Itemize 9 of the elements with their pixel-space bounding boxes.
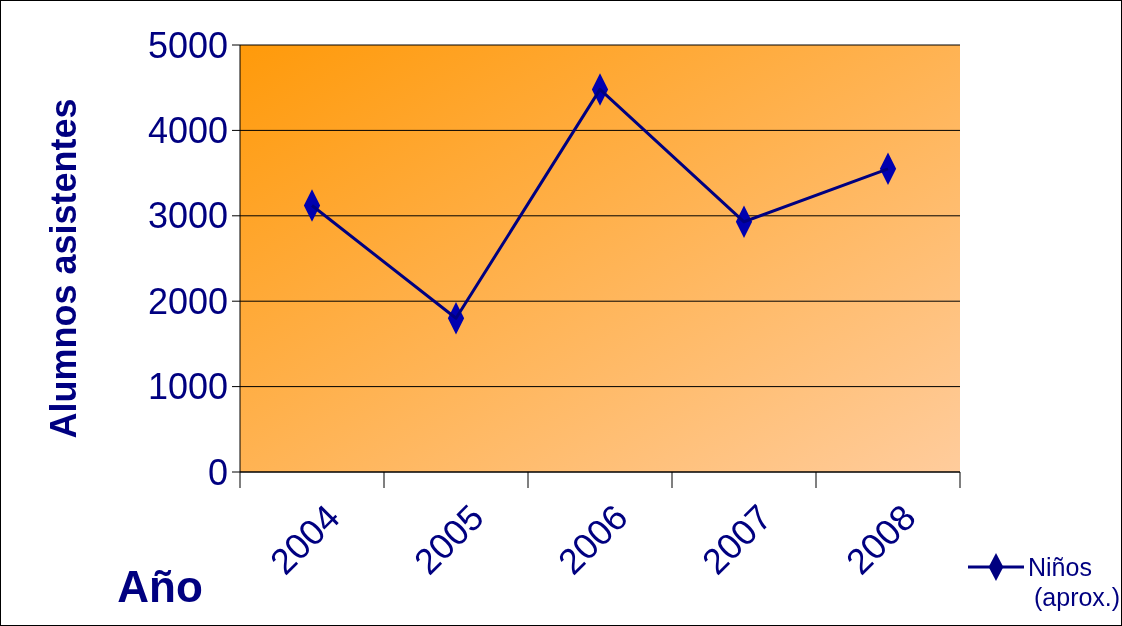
y-tick-label: 5000	[147, 24, 228, 66]
y-tick-label: 1000	[147, 366, 228, 408]
legend-label: Niños (aprox.)	[1028, 552, 1121, 611]
y-axis-title: Alumnos asistentes	[43, 98, 84, 439]
x-axis-title: Año	[117, 562, 203, 611]
y-tick-label: 4000	[147, 110, 228, 151]
y-tick-label: 3000	[147, 195, 228, 237]
y-tick-label: 2000	[147, 280, 228, 322]
y-tick-label: 0	[207, 451, 228, 493]
